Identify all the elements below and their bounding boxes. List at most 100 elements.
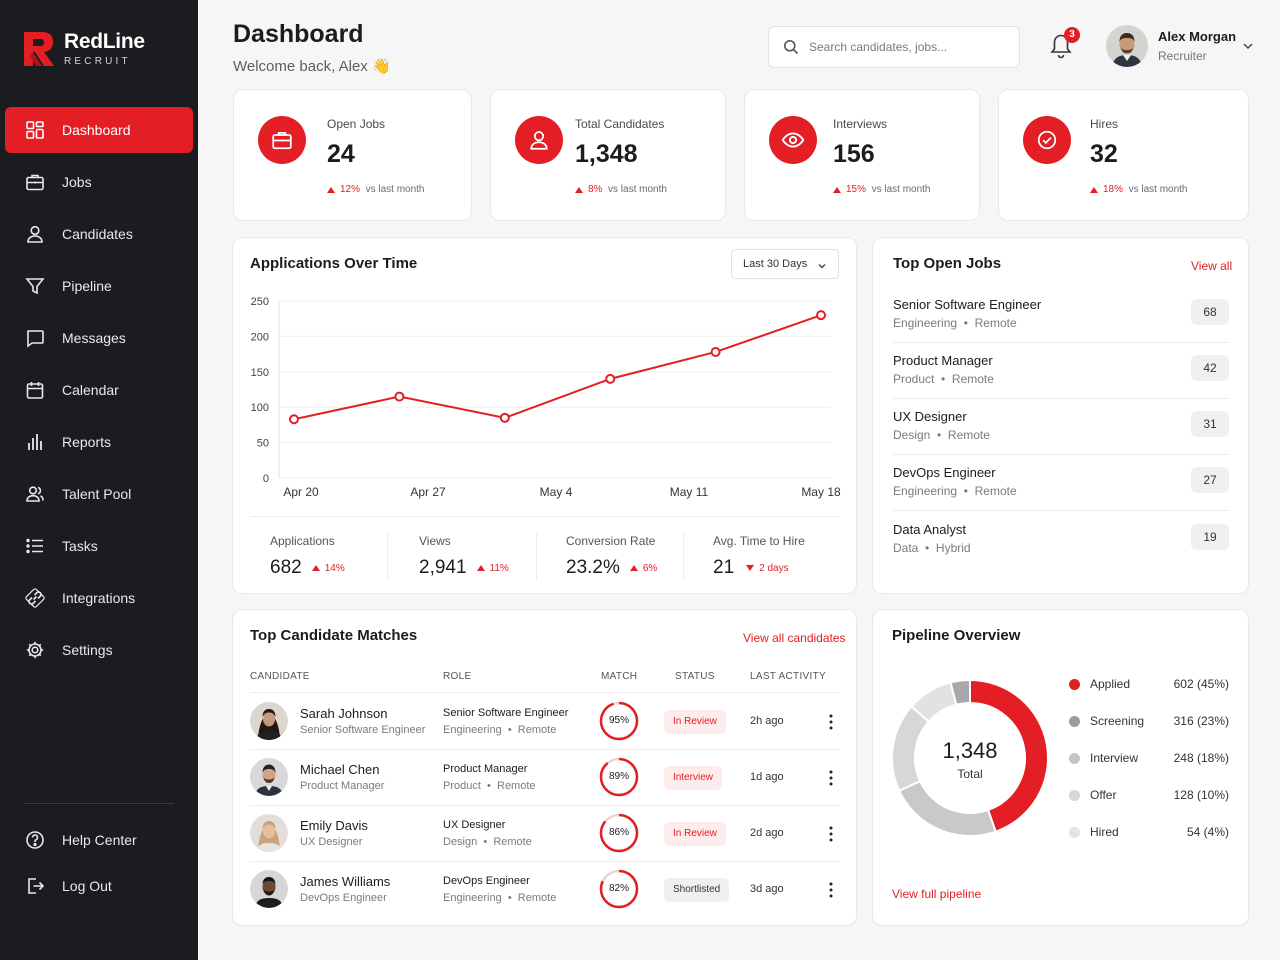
view-full-pipeline-link[interactable]: View full pipeline	[892, 887, 982, 901]
metric-change: 11%	[489, 562, 509, 574]
bell-icon	[1050, 34, 1072, 59]
donut-slice-interview[interactable]	[891, 705, 931, 793]
job-meta: Data • Hybrid	[893, 541, 971, 555]
status-badge: Interview	[664, 766, 723, 790]
job-dept: Design	[893, 428, 931, 442]
data-point[interactable]	[394, 391, 405, 402]
stat-label: Hires	[1090, 117, 1119, 131]
users-icon	[26, 486, 44, 502]
metric-label: Applications	[270, 534, 335, 548]
data-point[interactable]	[816, 310, 826, 321]
row-divider	[893, 510, 1229, 511]
job-title: Data Analyst	[893, 522, 966, 537]
search-input[interactable]	[809, 40, 1009, 54]
job-row[interactable]: Senior Software Engineer Engineering • R…	[893, 297, 1229, 353]
view-all-candidates-link[interactable]: View all candidates	[743, 631, 846, 645]
more-options-icon[interactable]	[824, 880, 838, 900]
job-row[interactable]: Data Analyst Data • Hybrid 19	[893, 522, 1229, 578]
sidebar-item-label: Dashboard	[62, 122, 131, 138]
stat-value: 1,348	[575, 140, 638, 168]
search-bar[interactable]	[768, 26, 1020, 68]
notifications-button[interactable]: 3	[1048, 27, 1080, 64]
logout-icon	[28, 878, 45, 894]
y-tick-label: 150	[251, 367, 269, 379]
user-name: Alex Morgan	[1158, 29, 1237, 44]
sidebar-item-tasks[interactable]: Tasks	[5, 523, 193, 569]
job-meta: Product • Remote	[893, 372, 994, 386]
sidebar-item-jobs[interactable]: Jobs	[5, 159, 193, 205]
role-location: Remote	[517, 724, 557, 736]
job-title: DevOps Engineer	[893, 465, 996, 480]
job-title: Product Manager	[893, 353, 993, 368]
legend-item-applied: Applied 602 (45%)	[1069, 675, 1229, 695]
table-row[interactable]: Michael Chen Product Manager Product Man…	[250, 750, 840, 806]
candidate-name: Sarah Johnson	[300, 706, 388, 721]
data-point[interactable]	[710, 346, 721, 357]
job-meta: Engineering • Remote	[893, 316, 1017, 330]
applications-card: Applications Over Time Last 30 Days 0 50 1…	[232, 237, 857, 594]
sidebar-item-reports[interactable]: Reports	[5, 419, 193, 465]
table-row[interactable]: Emily Davis UX Designer UX Designer Desi…	[250, 806, 840, 862]
job-row[interactable]: DevOps Engineer Engineering • Remote 27	[893, 465, 1229, 521]
sidebar-item-label: Integrations	[62, 590, 136, 606]
view-all-jobs-link[interactable]: View all	[1191, 259, 1233, 273]
metric-label: Views	[419, 534, 451, 548]
legend-value: 602 (45%)	[1173, 677, 1229, 691]
list-icon	[26, 538, 43, 554]
match-score: 82%	[599, 869, 639, 909]
gear-icon	[26, 641, 44, 659]
table-row[interactable]: James Williams DevOps Engineer DevOps En…	[250, 862, 840, 918]
metric-divider	[536, 533, 537, 581]
metric-value: 682	[270, 557, 302, 578]
match-value: 89%	[608, 771, 629, 782]
donut-slice-applied[interactable]	[969, 678, 1049, 833]
table-row[interactable]: Sarah Johnson Senior Software Engineer S…	[250, 694, 840, 750]
sidebar-item-log-out[interactable]: Log Out	[5, 863, 193, 909]
sidebar-item-calendar[interactable]: Calendar	[5, 367, 193, 413]
sidebar-item-dashboard[interactable]: Dashboard	[5, 107, 193, 153]
stat-note: vs last month	[365, 184, 425, 195]
more-options-icon[interactable]	[824, 824, 838, 844]
sidebar-item-pipeline[interactable]: Pipeline	[5, 263, 193, 309]
job-applicant-count: 68	[1191, 299, 1229, 325]
sidebar-item-talent-pool[interactable]: Talent Pool	[5, 471, 193, 517]
role-meta: Product • Remote	[443, 780, 536, 792]
row-divider	[893, 342, 1229, 343]
y-tick-label: 250	[251, 296, 269, 308]
more-options-icon[interactable]	[824, 768, 838, 788]
date-range-select[interactable]: Last 30 Days	[731, 249, 839, 279]
data-point[interactable]	[289, 414, 299, 425]
more-options-icon[interactable]	[824, 712, 838, 732]
job-row[interactable]: Product Manager Product • Remote 42	[893, 353, 1229, 409]
sidebar-item-messages[interactable]: Messages	[5, 315, 193, 361]
sidebar-item-integrations[interactable]: Integrations	[5, 575, 193, 621]
sidebar-item-help-center[interactable]: Help Center	[5, 817, 193, 863]
sidebar-item-candidates[interactable]: Candidates	[5, 211, 193, 257]
donut-slice-screening[interactable]	[897, 779, 997, 837]
sidebar-item-label: Reports	[62, 434, 112, 450]
job-applicant-count: 42	[1191, 355, 1229, 381]
job-row[interactable]: UX Designer Design • Remote 31	[893, 409, 1229, 465]
job-dept: Product	[893, 372, 935, 386]
logo[interactable]: RedLine RECRUIT	[22, 30, 145, 68]
sidebar-item-settings[interactable]: Settings	[5, 627, 193, 673]
match-value: 95%	[608, 715, 629, 726]
stat-card-total-candidates: Total Candidates 1,348 8% vs last month	[490, 89, 726, 221]
redline-logo-icon	[24, 32, 54, 66]
job-dept: Engineering	[893, 484, 958, 498]
message-icon	[27, 330, 44, 348]
stat-change: 18%	[1103, 184, 1124, 195]
legend-value: 54 (4%)	[1186, 825, 1229, 839]
sidebar-item-label: Jobs	[62, 174, 92, 190]
sidebar-nav: Dashboard Jobs Candidates Pipeline Messa…	[0, 107, 198, 679]
donut-slice-hired[interactable]	[949, 678, 971, 706]
legend-value: 248 (18%)	[1173, 751, 1229, 765]
trend-up-icon	[327, 186, 335, 193]
data-point[interactable]	[605, 373, 616, 384]
metric-label: Avg. Time to Hire	[713, 534, 805, 548]
job-meta: Engineering • Remote	[893, 484, 1017, 498]
job-location: Remote	[951, 372, 994, 386]
page-title: Dashboard	[233, 20, 364, 48]
data-point[interactable]	[499, 412, 510, 423]
user-menu[interactable]: Alex Morgan Recruiter	[1106, 25, 1254, 67]
